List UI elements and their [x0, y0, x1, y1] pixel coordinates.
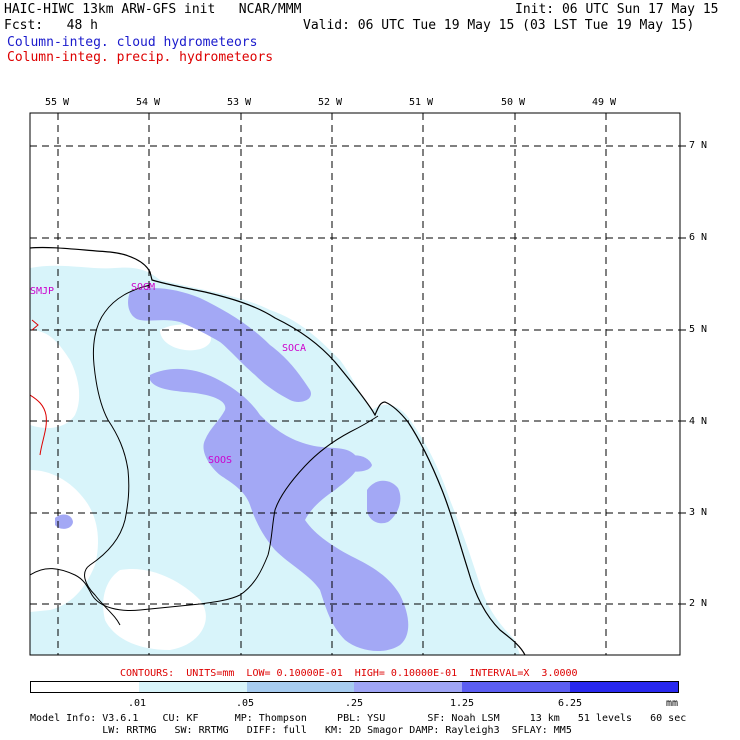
station-label: SMJP: [30, 286, 55, 297]
station-label: SOCA: [282, 343, 307, 354]
legend-tick: 1.25: [449, 698, 475, 709]
lat-label: 2 N: [689, 598, 708, 609]
legend-unit: mm: [665, 698, 679, 709]
plot-title: HAIC-HIWC 13km ARW-GFS init NCAR/MMM: [4, 2, 302, 17]
legend-tick: .01: [127, 698, 147, 709]
lat-label: 7 N: [689, 140, 708, 151]
legend-swatch: [462, 682, 571, 692]
legend-swatch: [246, 682, 355, 692]
legend-tick: .05: [235, 698, 255, 709]
legend-swatch: [354, 682, 463, 692]
legend-swatch: [570, 682, 678, 692]
station-label: SOOS: [208, 455, 233, 466]
contour-info: CONTOURS: UNITS=mm LOW= 0.10000E-01 HIGH…: [120, 668, 578, 679]
model-info-line1: Model Info: V3.6.1 CU: KF MP: Thompson P…: [30, 713, 687, 724]
coastline: [30, 246, 526, 655]
lat-label: 3 N: [689, 507, 708, 518]
valid-time: Valid: 06 UTC Tue 19 May 15 (03 LST Tue …: [303, 18, 695, 33]
lon-label: 49 W: [592, 97, 617, 108]
init-time: Init: 06 UTC Sun 17 May 15: [515, 2, 719, 17]
lon-label: 53 W: [227, 97, 252, 108]
precip-region: [128, 288, 311, 402]
color-legend: [30, 681, 679, 693]
lat-label: 4 N: [689, 416, 708, 427]
legend-swatch: [31, 682, 139, 692]
lon-label: 51 W: [409, 97, 434, 108]
model-info-line2: LW: RRTMG SW: RRTMG DIFF: full KM: 2D Sm…: [30, 725, 572, 736]
station-label: SOGM: [131, 282, 156, 293]
legend-swatch: [138, 682, 247, 692]
border-line: [84, 284, 151, 626]
lon-label: 50 W: [501, 97, 526, 108]
field-label-precip: Column-integ. precip. hydrometeors: [7, 50, 274, 65]
lon-label: 52 W: [318, 97, 343, 108]
lat-label: 6 N: [689, 232, 708, 243]
forecast-hour: Fcst: 48 h: [4, 18, 98, 33]
lon-label: 54 W: [136, 97, 161, 108]
lon-label: 55 W: [45, 97, 70, 108]
lat-label: 5 N: [689, 324, 708, 335]
field-label-cloud: Column-integ. cloud hydrometeors: [7, 35, 258, 50]
legend-tick: .25: [344, 698, 364, 709]
legend-tick: 6.25: [557, 698, 583, 709]
